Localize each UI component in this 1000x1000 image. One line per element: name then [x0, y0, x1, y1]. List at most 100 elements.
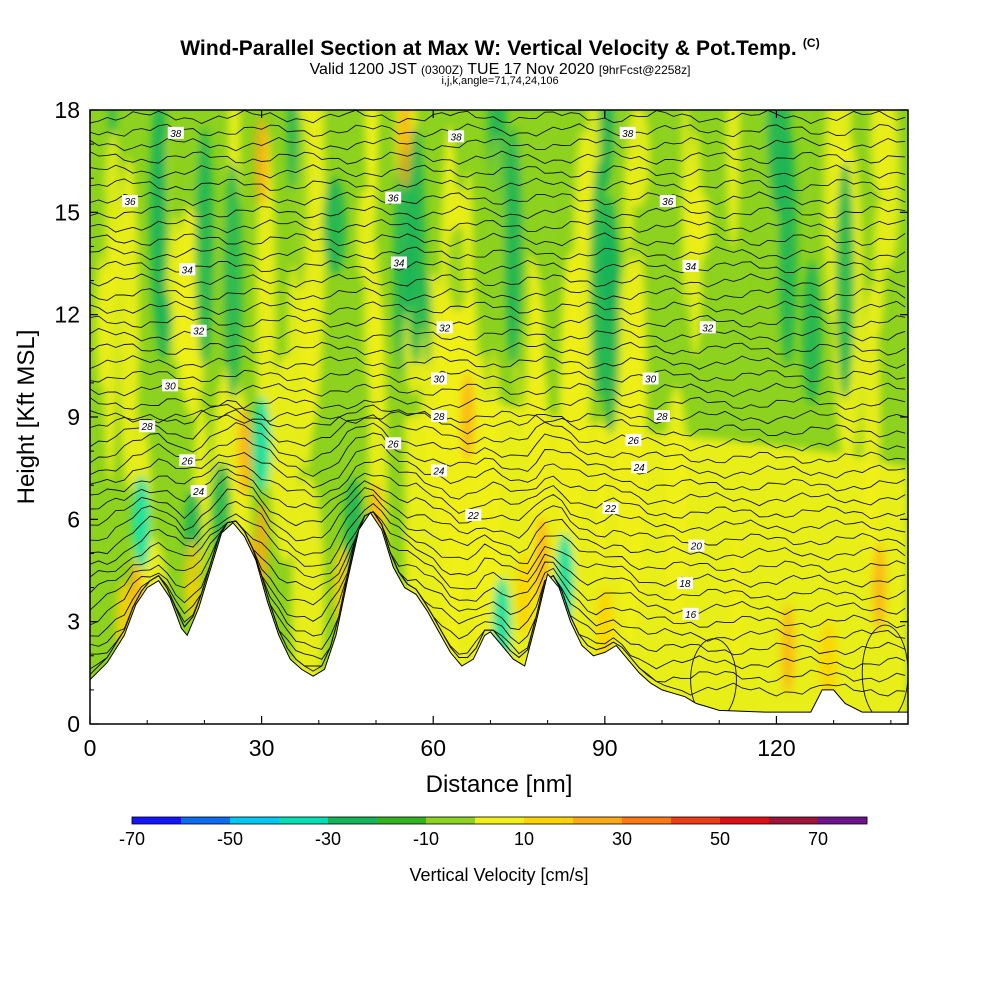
- theta-contour-line: [90, 409, 906, 452]
- x-axis-label: Distance [nm]: [426, 771, 573, 798]
- field-downdraft: [835, 161, 855, 400]
- theta-contours: [90, 110, 908, 722]
- field-streak: [869, 110, 891, 195]
- contour-label: 24: [190, 485, 207, 498]
- contour-label-bg: [654, 410, 671, 422]
- contour-label-text: 32: [439, 323, 451, 334]
- contour-label-text: 22: [467, 511, 480, 522]
- contour-label-text: 38: [451, 132, 463, 143]
- contour-label: 34: [179, 263, 196, 276]
- contour-label-text: 38: [170, 129, 182, 140]
- theta-contour-line: [90, 443, 906, 492]
- chart-subtitle-indices: i,j,k,angle=71,74,24,106: [441, 75, 559, 87]
- contour-label: 26: [179, 454, 196, 467]
- field-updraft: [460, 372, 475, 462]
- theta-contour-line: [90, 503, 906, 574]
- contour-label-bg: [162, 379, 179, 392]
- contour-label: 30: [162, 379, 179, 392]
- contour-label-text: 34: [685, 262, 697, 273]
- contour-label-bg: [465, 508, 482, 521]
- field-updraft: [237, 406, 252, 496]
- chart-title: Wind-Parallel Section at Max W: Vertical…: [0, 36, 1000, 61]
- field-streak: [105, 130, 122, 312]
- field-fringe: [819, 621, 837, 704]
- theta-contour-line: [90, 205, 906, 220]
- contour-label-text: 36: [662, 197, 674, 208]
- y-tick-label: 18: [54, 97, 80, 123]
- field-blur-group: [95, 110, 908, 724]
- x-tick-label: 60: [420, 735, 446, 761]
- field-downdraft: [223, 161, 243, 400]
- field-streak: [750, 110, 766, 294]
- theta-contour-line: [90, 476, 906, 534]
- field-streak: [861, 285, 881, 575]
- contour-label: 28: [139, 420, 156, 433]
- plot-area: [90, 110, 908, 724]
- y-tick-label: 3: [67, 609, 80, 635]
- colorbar-swatch: [475, 817, 525, 824]
- field-streak: [463, 170, 474, 302]
- contour-label-bg: [699, 321, 716, 334]
- field-downdraft: [406, 127, 426, 366]
- theta-contour-line: [90, 123, 906, 138]
- contour-label: 38: [167, 126, 184, 140]
- theta-contour-line: [90, 327, 906, 343]
- field-streak: [614, 254, 646, 646]
- theta-contour-line: [90, 399, 906, 438]
- contour-label-text: 32: [193, 327, 205, 338]
- chart-title-mark: (C): [802, 36, 820, 50]
- contour-label-text: 16: [685, 610, 697, 621]
- theta-contour-line: [90, 259, 906, 275]
- colorbar-swatch: [818, 817, 868, 824]
- contour-label-text: 38: [622, 129, 634, 140]
- contour-label: 38: [448, 130, 465, 143]
- colorbar-swatch: [769, 817, 819, 824]
- field-streak: [447, 225, 469, 312]
- contour-label: 22: [602, 502, 619, 515]
- contour-label-bg: [659, 195, 676, 208]
- contour-label-bg: [688, 539, 705, 552]
- contour-label: 34: [390, 256, 407, 270]
- theta-contour-line: [90, 396, 906, 411]
- contour-label-text: 30: [433, 374, 445, 385]
- colorbar-swatch: [328, 817, 378, 824]
- contour-label: 34: [682, 259, 699, 273]
- contour-label-bg: [625, 433, 642, 446]
- colorbar-swatch: [377, 817, 427, 824]
- x-tick-label: 0: [84, 735, 97, 761]
- contour-label: 32: [699, 321, 716, 334]
- x-tick-label: 120: [757, 735, 795, 761]
- contour-label: 22: [465, 508, 482, 522]
- contour-label-text: 22: [604, 504, 617, 515]
- contour-label-bg: [430, 372, 447, 385]
- contour-label-bg: [619, 126, 636, 139]
- contour-label-text: 24: [633, 463, 646, 474]
- colorbar-tick-label: -70: [119, 829, 145, 849]
- contour-label-bg: [682, 607, 699, 620]
- field-streak: [489, 135, 504, 364]
- field-streak: [363, 235, 382, 396]
- subtitle-utc: (0300Z): [421, 63, 464, 77]
- field-streak: [291, 474, 325, 722]
- contour-label-text: 32: [702, 323, 714, 334]
- theta-contour-line: [90, 422, 906, 464]
- colorbar-tick-label: 50: [710, 829, 730, 849]
- field-streak: [269, 354, 302, 564]
- field-updraft: [781, 604, 795, 694]
- contour-label-text: 24: [432, 467, 445, 478]
- contour-label-text: 28: [655, 412, 668, 423]
- field-downdraft: [195, 127, 214, 366]
- field-streak: [95, 252, 107, 388]
- contour-label-text: 26: [627, 436, 640, 447]
- contour-label: 36: [659, 195, 676, 208]
- colorbar-tick-label: 70: [808, 829, 828, 849]
- colorbar-swatch: [720, 817, 770, 824]
- theta-contour-line: [90, 164, 906, 179]
- contour-label-bg: [122, 195, 139, 208]
- colorbar-swatch: [279, 817, 329, 824]
- theta-contour-line: [90, 314, 906, 329]
- contour-label: 28: [654, 410, 671, 423]
- theta-contour-line: [90, 409, 906, 425]
- field-downdraft: [601, 195, 620, 435]
